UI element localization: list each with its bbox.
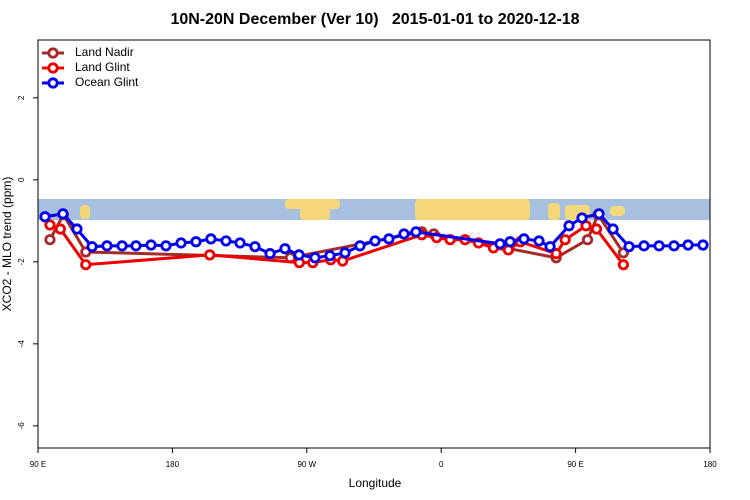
data-point: [653, 240, 665, 252]
data-point: [293, 249, 305, 261]
data-point: [160, 240, 172, 252]
data-point: [623, 241, 635, 253]
data-point: [494, 238, 506, 250]
data-point: [504, 236, 516, 248]
data-point: [71, 223, 83, 235]
x-tick-label: 180: [703, 460, 717, 469]
legend-marker: [47, 47, 59, 59]
x-tick-label: 180: [166, 460, 180, 469]
data-point: [130, 240, 142, 252]
data-point: [581, 234, 594, 246]
data-point: [145, 239, 157, 251]
data-point: [309, 252, 321, 264]
y-tick-label: 2: [17, 95, 26, 100]
data-point: [249, 241, 261, 253]
chart-title: 10N-20N December (Ver 10) 2015-01-01 to …: [170, 11, 579, 28]
plot-frame: [37, 39, 711, 449]
data-point: [398, 228, 410, 240]
background-map: [38, 199, 710, 220]
x-tick-label: 90 E: [567, 460, 583, 469]
data-point: [44, 219, 56, 231]
data-point: [279, 243, 291, 255]
data-point: [607, 223, 619, 235]
x-tick-label: 0: [439, 460, 444, 469]
data-point: [383, 233, 395, 245]
data-point: [410, 226, 422, 238]
data-point: [354, 240, 366, 252]
data-point: [101, 240, 113, 252]
data-point: [550, 248, 562, 260]
data-point: [682, 239, 694, 251]
legend-marker: [47, 77, 59, 89]
x-tick-label: 90 E: [30, 460, 46, 469]
legend-label: Ocean Glint: [75, 75, 139, 89]
y-tick-label: -6: [17, 422, 26, 430]
data-point: [339, 247, 351, 259]
data-point: [576, 212, 588, 224]
data-point: [57, 208, 69, 220]
data-point: [80, 259, 92, 271]
data-point: [544, 241, 556, 253]
land: [300, 208, 330, 220]
data-point: [369, 235, 381, 247]
data-point: [593, 208, 605, 220]
land: [610, 206, 625, 216]
data-point: [234, 237, 246, 249]
ocean: [38, 199, 710, 220]
data-point: [54, 223, 67, 235]
land: [548, 203, 560, 220]
data-point: [590, 223, 603, 235]
legend-label: Land Glint: [75, 60, 130, 74]
y-tick-label: -2: [17, 258, 26, 266]
data-point: [668, 240, 680, 252]
data-point: [563, 220, 575, 232]
data-point: [204, 249, 216, 261]
data-point: [39, 211, 51, 223]
data-point: [205, 233, 217, 245]
x-axis-label: Longitude: [349, 476, 402, 490]
land: [80, 205, 90, 219]
data-point: [559, 234, 571, 246]
data-point: [86, 241, 98, 253]
data-point: [264, 248, 276, 260]
data-point: [324, 250, 336, 262]
legend-label: Land Nadir: [75, 45, 134, 59]
y-axis-label: XCO2 - MLO trend (ppm): [0, 177, 14, 312]
data-point: [638, 240, 650, 252]
land: [285, 199, 340, 209]
x-tick-label: 90 W: [297, 460, 316, 469]
data-point: [533, 235, 545, 247]
data-point: [175, 237, 187, 249]
data-point: [518, 233, 530, 245]
data-point: [617, 259, 629, 271]
data-point: [220, 235, 232, 247]
data-point: [190, 236, 202, 248]
y-tick-label: -4: [17, 340, 26, 348]
legend-marker: [47, 62, 59, 74]
data-point: [44, 234, 56, 246]
data-point: [116, 240, 128, 252]
land: [415, 199, 530, 220]
data-point: [697, 239, 709, 251]
y-tick-label: 0: [17, 177, 26, 182]
